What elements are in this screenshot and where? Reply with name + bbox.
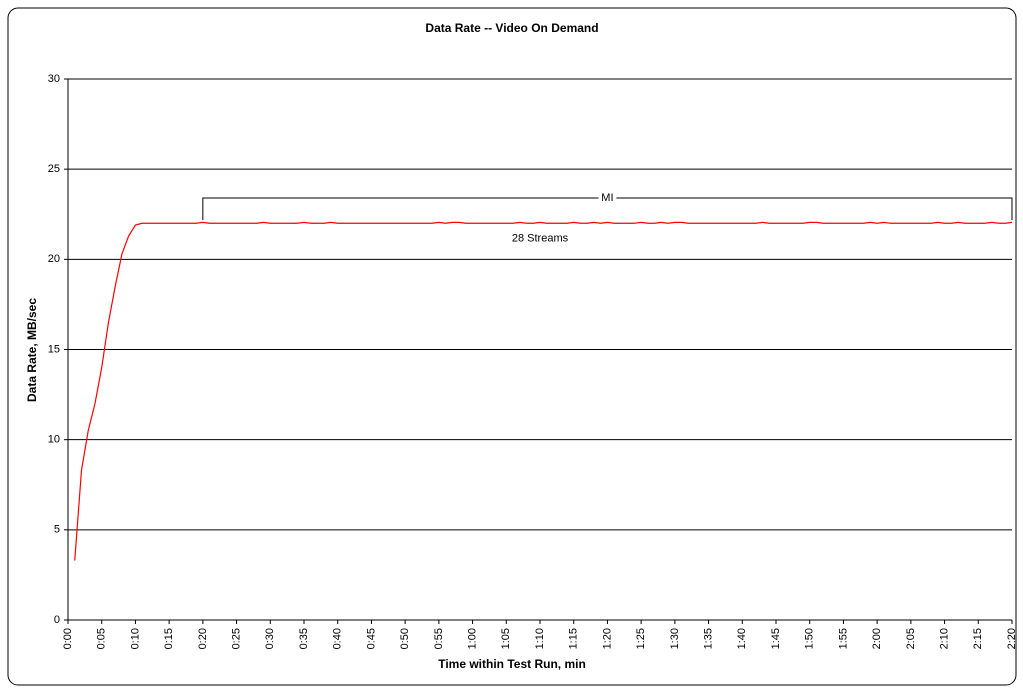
x-tick-label: 1:05: [500, 628, 512, 649]
x-tick-label: 0:40: [332, 628, 344, 649]
x-tick-label: 2:05: [905, 628, 917, 649]
annotation: MI: [601, 192, 613, 204]
x-tick-label: 1:15: [568, 628, 580, 649]
x-tick-label: 0:45: [365, 628, 377, 649]
x-tick-label: 1:40: [736, 628, 748, 649]
y-tick-label: 30: [48, 73, 60, 85]
x-tick-label: 1:55: [837, 628, 849, 649]
chart-title: Data Rate -- Video On Demand: [425, 21, 598, 35]
x-tick-label: 1:20: [601, 628, 613, 649]
x-tick-label: 1:50: [804, 628, 816, 649]
x-axis-label: Time within Test Run, min: [438, 657, 586, 671]
x-tick-label: 0:30: [264, 628, 276, 649]
x-tick-label: 0:00: [62, 628, 74, 649]
y-axis-label: Data Rate, MB/sec: [25, 298, 39, 402]
x-tick-label: 0:25: [230, 628, 242, 649]
y-tick-label: 10: [48, 434, 60, 446]
y-tick-label: 0: [54, 614, 60, 626]
x-tick-label: 1:25: [635, 628, 647, 649]
x-tick-label: 0:10: [129, 628, 141, 649]
x-tick-label: 2:00: [871, 628, 883, 649]
x-tick-label: 1:10: [534, 628, 546, 649]
x-tick-label: 1:35: [702, 628, 714, 649]
x-tick-label: 0:55: [433, 628, 445, 649]
x-tick-label: 2:20: [1006, 628, 1018, 649]
x-tick-label: 0:35: [298, 628, 310, 649]
annotation: 28 Streams: [512, 233, 569, 245]
x-tick-label: 2:15: [972, 628, 984, 649]
x-tick-label: 0:20: [197, 628, 209, 649]
x-tick-label: 0:15: [163, 628, 175, 649]
chart-border: [7, 7, 1017, 686]
y-tick-label: 15: [48, 343, 60, 355]
y-tick-label: 5: [54, 524, 60, 536]
x-tick-label: 1:30: [669, 628, 681, 649]
x-tick-label: 0:50: [399, 628, 411, 649]
bracket-label-bg: [598, 191, 617, 206]
y-tick-label: 20: [48, 253, 60, 265]
data-line: [74, 221, 1013, 561]
x-tick-label: 0:05: [96, 628, 108, 649]
x-tick-label: 1:00: [466, 628, 478, 649]
x-tick-label: 1:45: [770, 628, 782, 649]
x-tick-label: 2:10: [938, 628, 950, 649]
y-tick-label: 25: [48, 163, 60, 175]
